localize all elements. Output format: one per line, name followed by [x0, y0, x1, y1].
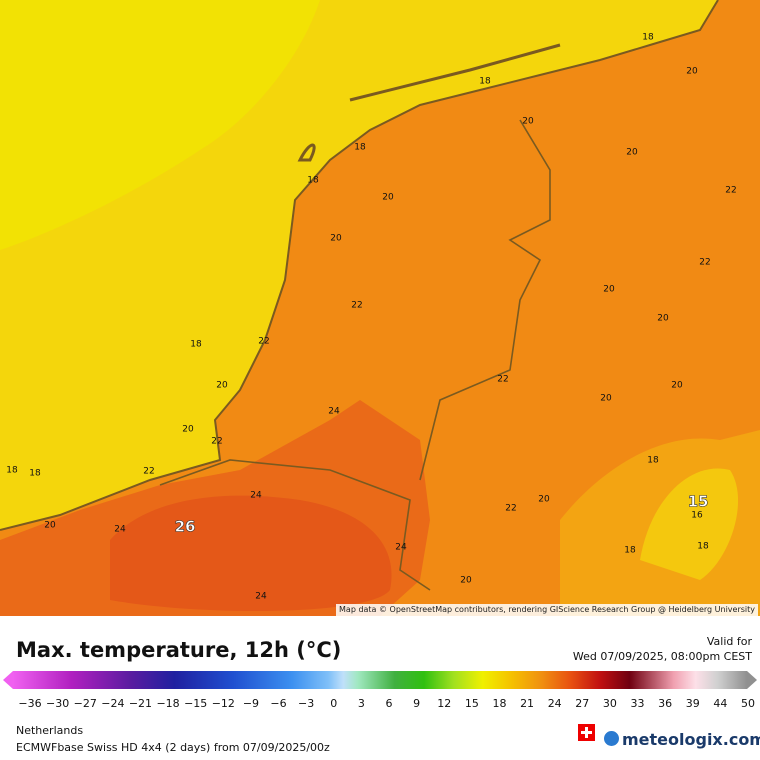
colorbar-tick-label: −15 [184, 697, 208, 710]
colorbar-tick-label: 50 [741, 697, 755, 710]
colorbar-arrow [747, 671, 757, 689]
temperature-label: 20 [538, 495, 550, 505]
legend-title: Max. temperature, 12h (°C) [16, 638, 342, 662]
temperature-label: 26 [175, 518, 196, 536]
colorbar-tick-label: −3 [298, 697, 315, 710]
colorbar-tick-label: −27 [73, 697, 97, 710]
colorbar-tick-label: 18 [492, 697, 507, 710]
temperature-label: 15 [688, 493, 709, 511]
colorbar-tick-label: 0 [330, 697, 338, 710]
temperature-label: 20 [382, 193, 394, 203]
temperature-label: 24 [255, 592, 267, 602]
temperature-label: 24 [395, 543, 407, 553]
temperature-label: 20 [600, 394, 612, 404]
temperature-label: 22 [725, 186, 736, 196]
valid-label: Valid for [706, 635, 752, 648]
hottest-region [110, 495, 392, 611]
colorbar-tick-label: −24 [101, 697, 125, 710]
temperature-label: 18 [479, 77, 491, 87]
colorbar-tick-label: 44 [713, 697, 728, 710]
temperature-label: 16 [691, 511, 703, 521]
colorbar-tick-label: 33 [630, 697, 645, 710]
brand: meteologix.com [622, 730, 760, 749]
colorbar-tick-label: −30 [46, 697, 70, 710]
temperature-label: 18 [29, 469, 41, 479]
model-info: ECMWFbase Swiss HD 4x4 (2 days) from 07/… [16, 741, 330, 754]
colorbar [13, 671, 747, 689]
colorbar-tick-label: 21 [520, 697, 535, 710]
sea-light [0, 0, 320, 250]
colorbar-tick-label: −6 [270, 697, 287, 710]
colorbar-tick-label: 39 [685, 697, 700, 710]
temperature-label: 22 [505, 504, 516, 514]
cooler-region [640, 468, 739, 580]
temperature-label: 24 [250, 491, 262, 501]
temperature-label: 18 [307, 176, 319, 186]
temperature-label: 18 [354, 143, 366, 153]
temperature-label: 24 [328, 407, 340, 417]
temperature-label: 18 [697, 542, 709, 552]
temperature-label: 22 [497, 375, 508, 385]
attribution: Map data © OpenStreetMap contributors, r… [336, 604, 758, 616]
valid-time: Wed 07/09/2025, 08:00pm CEST [572, 650, 752, 663]
temperature-label: 24 [114, 525, 126, 535]
colorbar-tick-label: 15 [464, 697, 479, 710]
temperature-label: 22 [143, 467, 154, 477]
colorbar-tick-label: 27 [575, 697, 590, 710]
colorbar-tick-label: 24 [547, 697, 562, 710]
land [0, 0, 760, 616]
map: 18 20 18 20 18 20 18 20 22 20 22 22 20 20 22 18 20 22 20 20… [0, 0, 760, 616]
temperature-label: 20 [626, 148, 638, 158]
swiss-logo [578, 724, 595, 741]
brand-icon [604, 731, 619, 746]
colorbar-tick-label: 12 [437, 697, 452, 710]
temperature-label: 22 [258, 337, 269, 347]
colorbar-tick-label: 6 [385, 697, 393, 710]
temperature-label: 20 [671, 381, 683, 391]
temperature-label: 20 [522, 117, 534, 127]
temperature-label: 18 [190, 340, 202, 350]
region: Netherlands [16, 724, 84, 737]
colorbar-tick-label: −18 [156, 697, 180, 710]
temperature-label: 20 [44, 521, 56, 531]
islands [297, 43, 561, 162]
temperature-label: 20 [182, 425, 194, 435]
colorbar-tick-label: −9 [242, 697, 260, 710]
colorbar-tick-label: 36 [658, 697, 673, 710]
temperature-label: 20 [686, 67, 698, 77]
temperature-label: 18 [624, 546, 636, 556]
borders [159, 119, 551, 591]
colorbar-arrow [3, 671, 13, 689]
temperature-label: 20 [216, 381, 228, 391]
colorbar-tick-label: −12 [211, 697, 235, 710]
colorbar-tick-label: 30 [602, 697, 617, 710]
colorbar-tick-label: 3 [357, 697, 365, 710]
temperature-label: 20 [330, 234, 342, 244]
temperature-label: 22 [211, 437, 222, 447]
temperature-label: 20 [460, 576, 472, 586]
temperature-label: 18 [647, 456, 659, 466]
temperature-label: 18 [642, 33, 654, 43]
temperature-label: 18 [6, 466, 18, 476]
temperature-label: 22 [699, 258, 710, 268]
map-labels: 18 20 18 20 18 20 18 20 22 20 22 22 20 20 22 18 20 22 20 20… [6, 33, 736, 602]
colorbar-tick-label: 9 [413, 697, 421, 710]
temperature-label: 20 [603, 285, 615, 295]
temperature-label: 20 [657, 314, 669, 324]
coastline [0, 0, 719, 531]
colorbar-tick-label: −21 [128, 697, 153, 710]
temperature-label: 22 [351, 301, 362, 311]
colorbar-tick-label: −36 [18, 697, 42, 710]
